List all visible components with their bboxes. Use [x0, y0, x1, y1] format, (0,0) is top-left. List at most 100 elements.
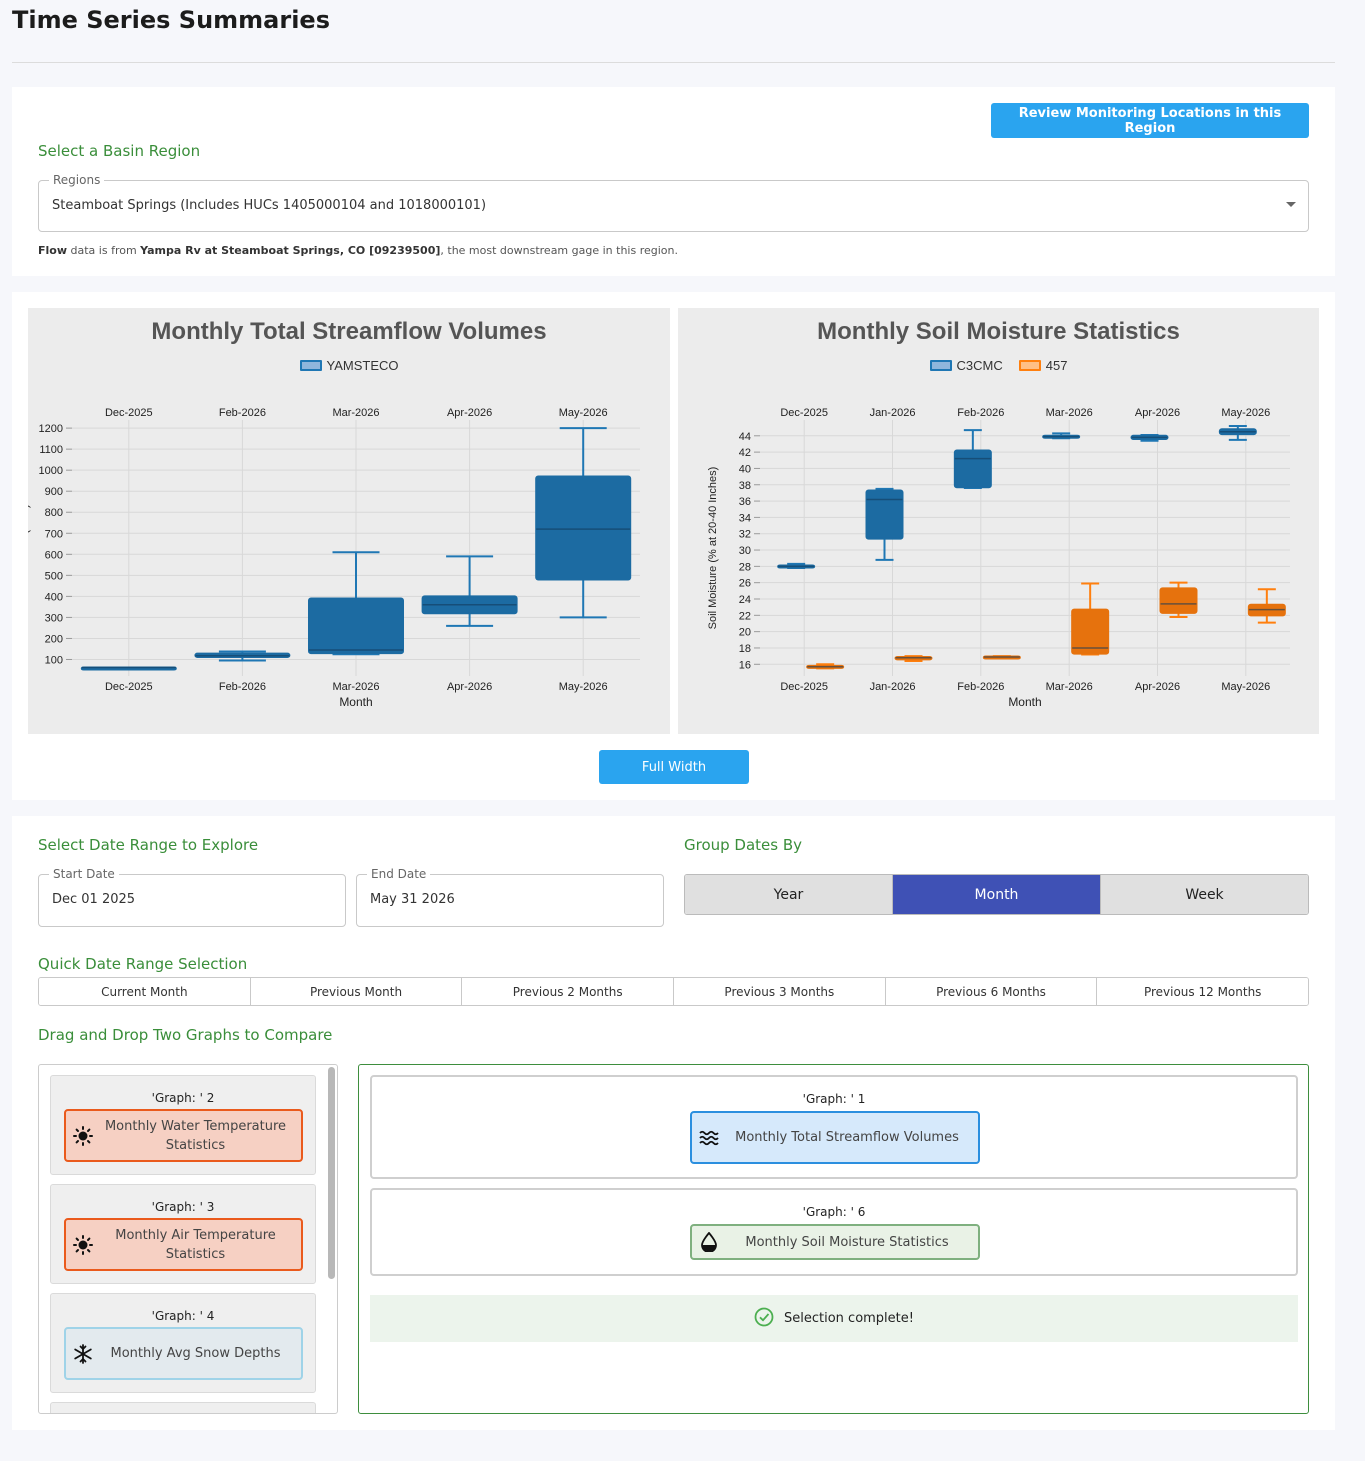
graph-chip-water-temperature[interactable]: Monthly Water Temperature Statistics [64, 1109, 303, 1162]
drop-slot-2[interactable]: 'Graph: ' 6 Monthly Soil Moisture Statis… [370, 1188, 1298, 1276]
box-457-mar-2026-iqr [1071, 608, 1110, 655]
soil-moisture-chart: Monthly Soil Moisture Statistics C3CMC 4… [678, 308, 1319, 734]
selection-complete-banner: Selection complete! [370, 1295, 1298, 1342]
legend-item-yamsteco[interactable]: YAMSTECO [299, 358, 399, 373]
streamflow-chart: Monthly Total Streamflow Volumes YAMSTEC… [28, 308, 670, 734]
date-range-label: Select Date Range to Explore [38, 836, 259, 854]
x-tick-label-top: Mar-2026 [332, 407, 379, 419]
y-tick-label: 300 [45, 612, 63, 624]
y-tick-label: 1100 [39, 444, 63, 456]
y-tick-label: 500 [45, 570, 63, 582]
legend-item-c3cmc[interactable]: C3CMC [929, 358, 1003, 373]
streamflow-plot[interactable]: 100 200 300 400 500 600 700 800 900 1000 1100 1200 D… [28, 308, 670, 734]
box-c3cmc-feb-2026-iqr [953, 449, 992, 489]
selection-complete-text: Selection complete! [784, 1311, 914, 1326]
x-tick-label-top: May-2026 [559, 407, 608, 419]
y-tick-label: 800 [45, 507, 63, 519]
y-tick-label: 44 [739, 431, 751, 443]
y-tick-label: 38 [739, 480, 751, 492]
y-tick-label: 100 [45, 654, 63, 666]
y-tick-label: 1200 [39, 423, 63, 435]
sun-icon [66, 1234, 100, 1255]
graph-chip-soil-moisture[interactable]: Monthly Soil Moisture Statistics [690, 1224, 980, 1260]
y-tick-label: 900 [45, 486, 63, 498]
title-divider [12, 62, 1335, 63]
x-tick-label-top: Feb-2026 [219, 407, 266, 419]
streamflow-chart-legend: YAMSTECO [28, 358, 670, 373]
graph-card-head: 'Graph: ' 6 [802, 1205, 866, 1219]
y-tick-label: 26 [739, 578, 751, 590]
list-item: 'Graph: ' 2 Monthly Water Temperature St… [50, 1075, 316, 1175]
drop-slot-1[interactable]: 'Graph: ' 1 Monthly Total Streamflow Vol… [370, 1075, 1298, 1179]
x-axis-title: Month [1008, 695, 1041, 709]
end-date-field[interactable]: End Date May 31 2026 [356, 867, 664, 927]
y-tick-label: 32 [739, 529, 751, 541]
quick-previous-3-months-button[interactable]: Previous 3 Months [674, 978, 886, 1005]
y-tick-label: 22 [739, 610, 751, 622]
legend-label-457: 457 [1045, 358, 1068, 373]
end-date-legend: End Date [367, 867, 431, 881]
x-tick-label-top: Feb-2026 [957, 407, 1004, 419]
regions-select[interactable]: Regions Steamboat Springs (Includes HUCs… [38, 173, 1309, 232]
full-width-button[interactable]: Full Width [599, 750, 749, 784]
note-gage: Yampa Rv at Steamboat Springs, CO [09239… [140, 244, 441, 257]
y-tick-label: 30 [739, 545, 751, 557]
graph-chip-label: Monthly Soil Moisture Statistics [745, 1234, 949, 1250]
legend-label-c3cmc: C3CMC [956, 358, 1003, 373]
quick-previous-2-months-button[interactable]: Previous 2 Months [462, 978, 675, 1005]
quick-previous-6-months-button[interactable]: Previous 6 Months [885, 978, 1098, 1005]
x-tick-label: Feb-2026 [219, 681, 266, 693]
y-tick-label: 400 [45, 591, 63, 603]
y-tick-label: 16 [739, 659, 751, 671]
x-tick-label-top: Apr-2026 [447, 407, 492, 419]
graph-chip-air-temperature[interactable]: Monthly Air Temperature Statistics [64, 1218, 303, 1271]
group-week-button[interactable]: Week [1101, 875, 1308, 914]
y-tick-label: 200 [45, 633, 63, 645]
x-tick-label-top: Jan-2026 [870, 407, 916, 419]
group-dates-label: Group Dates By [684, 836, 803, 854]
graph-chip-label: Monthly Water Temperature Statistics [104, 1118, 287, 1153]
flow-data-note: Flow data is from Yampa Rv at Steamboat … [38, 244, 678, 257]
box-yamsteco-mar-2026-iqr [308, 597, 404, 655]
list-scrollbar[interactable] [328, 1067, 335, 1279]
group-month-button[interactable]: Month [893, 875, 1101, 914]
graph-card-head: 'Graph: ' 2 [151, 1091, 215, 1105]
legend-item-457[interactable]: 457 [1018, 358, 1068, 373]
x-tick-label: Dec-2025 [105, 681, 153, 693]
list-item: 'Graph: ' 3 Monthly Air Temperature Stat… [50, 1184, 316, 1284]
x-tick-label: Mar-2026 [332, 681, 379, 693]
y-tick-label: 24 [739, 594, 751, 606]
x-tick-label-top: Dec-2025 [780, 407, 828, 419]
note-flow: Flow [38, 244, 68, 257]
graph-chip-label: Monthly Avg Snow Depths [110, 1346, 281, 1361]
note-text-2: , the most downstream gage in this regio… [440, 244, 678, 257]
graph-chip-streamflow[interactable]: Monthly Total Streamflow Volumes [690, 1111, 980, 1164]
quick-current-month-button[interactable]: Current Month [39, 978, 251, 1005]
list-item: 'Graph: ' 4 Monthly Avg Snow Depths [50, 1293, 316, 1393]
start-date-field[interactable]: Start Date Dec 01 2025 [38, 867, 346, 927]
compare-drop-zone[interactable]: 'Graph: ' 1 Monthly Total Streamflow Vol… [358, 1064, 1309, 1414]
x-tick-label: Apr-2026 [447, 681, 492, 693]
x-tick-label-top: Mar-2026 [1046, 407, 1093, 419]
graph-chip-snow-depths[interactable]: Monthly Avg Snow Depths [64, 1327, 303, 1380]
soil-moisture-plot[interactable]: 16 18 20 22 24 26 28 30 32 34 36 38 40 42 44 Dec-2025 De… [678, 308, 1319, 734]
legend-swatch-yamsteco [299, 360, 322, 371]
x-tick-label: Apr-2026 [1135, 681, 1180, 693]
start-date-value: Dec 01 2025 [52, 892, 136, 907]
check-circle-icon [754, 1307, 774, 1331]
quick-previous-month-button[interactable]: Previous Month [250, 978, 463, 1005]
group-year-button[interactable]: Year [685, 875, 893, 914]
available-graphs-list[interactable]: 'Graph: ' 2 Monthly Water Temperature St… [38, 1064, 338, 1414]
x-tick-label: May-2026 [1221, 681, 1270, 693]
legend-swatch-457 [1018, 360, 1041, 371]
streamflow-chart-title: Monthly Total Streamflow Volumes [151, 318, 547, 345]
y-tick-label: 42 [739, 447, 751, 459]
review-locations-button[interactable]: Review Monitoring Locations in this Regi… [991, 103, 1309, 138]
quick-range-label: Quick Date Range Selection [38, 955, 248, 973]
x-axis-title: Month [339, 695, 372, 709]
y-tick-label: 20 [739, 627, 751, 639]
quick-previous-12-months-button[interactable]: Previous 12 Months [1097, 978, 1308, 1005]
basin-region-label: Select a Basin Region [38, 142, 201, 160]
graph-card-head: 'Graph: ' 3 [151, 1200, 215, 1214]
box-c3cmc-jan-2026-iqr [865, 489, 904, 540]
